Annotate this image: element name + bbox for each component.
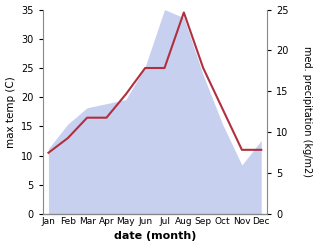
Y-axis label: max temp (C): max temp (C) xyxy=(5,76,16,148)
Y-axis label: med. precipitation (kg/m2): med. precipitation (kg/m2) xyxy=(302,46,313,177)
X-axis label: date (month): date (month) xyxy=(114,231,196,242)
